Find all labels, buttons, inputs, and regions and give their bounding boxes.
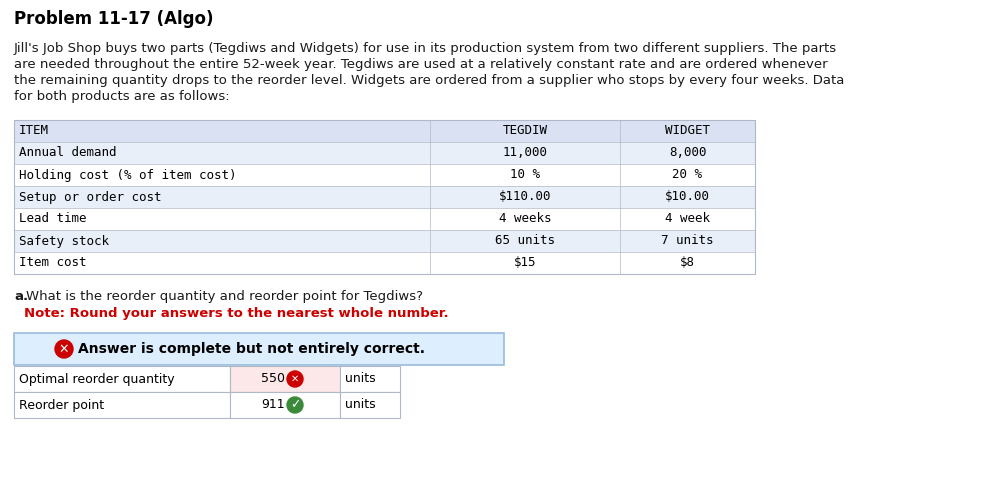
Bar xyxy=(14,164,755,186)
Text: the remaining quantity drops to the reorder level. Widgets are ordered from a su: the remaining quantity drops to the reor… xyxy=(14,74,844,87)
Text: Answer is complete but not entirely correct.: Answer is complete but not entirely corr… xyxy=(78,342,425,356)
Text: What is the reorder quantity and reorder point for Tegdiws?: What is the reorder quantity and reorder… xyxy=(26,290,423,303)
Circle shape xyxy=(287,371,303,387)
Text: 8,000: 8,000 xyxy=(668,147,706,159)
Text: Note: Round your answers to the nearest whole number.: Note: Round your answers to the nearest … xyxy=(24,307,448,320)
Text: 10 %: 10 % xyxy=(510,168,540,182)
Text: Optimal reorder quantity: Optimal reorder quantity xyxy=(19,372,175,386)
Text: $8: $8 xyxy=(680,256,695,270)
Text: units: units xyxy=(345,399,376,411)
Circle shape xyxy=(55,340,73,358)
Text: a.: a. xyxy=(14,290,29,303)
Text: 11,000: 11,000 xyxy=(502,147,548,159)
Text: Lead time: Lead time xyxy=(19,213,87,225)
Text: 7 units: 7 units xyxy=(662,235,714,247)
Text: ✓: ✓ xyxy=(290,399,300,411)
Text: units: units xyxy=(345,372,376,386)
Text: ✕: ✕ xyxy=(291,374,299,384)
Text: Holding cost (% of item cost): Holding cost (% of item cost) xyxy=(19,168,237,182)
Text: are needed throughout the entire 52-week year. Tegdiws are used at a relatively : are needed throughout the entire 52-week… xyxy=(14,58,828,71)
Text: ✕: ✕ xyxy=(59,342,69,356)
Text: TEGDIW: TEGDIW xyxy=(502,124,548,137)
Text: Reorder point: Reorder point xyxy=(19,399,104,411)
Text: 4 week: 4 week xyxy=(665,213,710,225)
Text: 911: 911 xyxy=(261,399,285,411)
Bar xyxy=(14,120,755,142)
Bar xyxy=(14,120,755,274)
Bar xyxy=(14,142,755,164)
Bar xyxy=(340,366,400,392)
Text: Jill's Job Shop buys two parts (Tegdiws and Widgets) for use in its production s: Jill's Job Shop buys two parts (Tegdiws … xyxy=(14,42,838,55)
Text: ITEM: ITEM xyxy=(19,124,49,137)
Bar xyxy=(14,208,755,230)
Text: Problem 11-17 (Algo): Problem 11-17 (Algo) xyxy=(14,10,213,28)
Text: Annual demand: Annual demand xyxy=(19,147,117,159)
Bar xyxy=(14,252,755,274)
Text: Setup or order cost: Setup or order cost xyxy=(19,190,161,204)
Text: $15: $15 xyxy=(514,256,537,270)
Bar xyxy=(14,366,230,392)
Bar xyxy=(230,392,340,418)
Bar xyxy=(230,366,340,392)
Bar xyxy=(14,230,755,252)
Text: 4 weeks: 4 weeks xyxy=(498,213,551,225)
Bar xyxy=(14,186,755,208)
Text: 20 %: 20 % xyxy=(672,168,703,182)
Text: 550: 550 xyxy=(261,372,285,386)
Bar xyxy=(340,392,400,418)
Text: $10.00: $10.00 xyxy=(665,190,710,204)
Bar xyxy=(14,333,504,365)
Bar xyxy=(14,392,230,418)
Text: Safety stock: Safety stock xyxy=(19,235,109,247)
Text: 65 units: 65 units xyxy=(495,235,555,247)
Text: for both products are as follows:: for both products are as follows: xyxy=(14,90,230,103)
Circle shape xyxy=(287,397,303,413)
Text: Item cost: Item cost xyxy=(19,256,87,270)
Text: WIDGET: WIDGET xyxy=(665,124,710,137)
Text: $110.00: $110.00 xyxy=(498,190,551,204)
